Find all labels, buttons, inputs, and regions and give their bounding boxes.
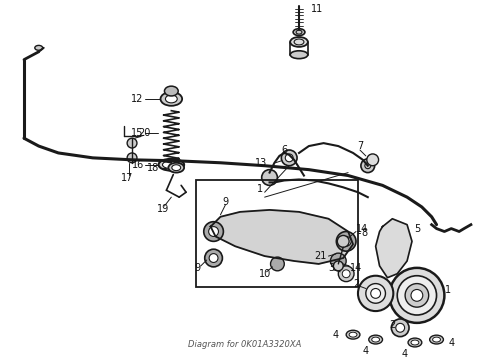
Text: 1: 1 xyxy=(445,285,451,296)
Text: 5: 5 xyxy=(414,224,420,234)
Ellipse shape xyxy=(290,37,308,47)
Circle shape xyxy=(270,257,284,271)
Text: 4: 4 xyxy=(402,349,408,359)
Circle shape xyxy=(361,159,375,172)
Circle shape xyxy=(127,153,137,163)
Circle shape xyxy=(341,237,351,246)
Circle shape xyxy=(205,249,222,267)
Text: 20: 20 xyxy=(139,128,151,138)
Text: 8: 8 xyxy=(361,229,367,238)
Circle shape xyxy=(367,154,379,166)
Circle shape xyxy=(285,154,293,162)
Text: 13: 13 xyxy=(255,158,268,168)
Circle shape xyxy=(411,289,423,301)
Text: 16: 16 xyxy=(132,160,144,170)
Ellipse shape xyxy=(408,338,422,347)
Text: 4: 4 xyxy=(448,338,454,347)
Text: 7: 7 xyxy=(357,141,363,151)
Circle shape xyxy=(262,170,277,185)
Bar xyxy=(196,180,358,287)
Ellipse shape xyxy=(169,163,184,172)
Ellipse shape xyxy=(411,340,419,345)
Ellipse shape xyxy=(372,337,380,342)
Ellipse shape xyxy=(172,165,181,171)
Text: 12: 12 xyxy=(131,94,144,104)
Polygon shape xyxy=(211,210,353,264)
Circle shape xyxy=(390,268,444,323)
Circle shape xyxy=(337,235,349,247)
Ellipse shape xyxy=(433,337,441,342)
Text: 3: 3 xyxy=(328,263,335,273)
Circle shape xyxy=(209,226,219,237)
Circle shape xyxy=(333,261,343,271)
Text: 21: 21 xyxy=(314,251,326,261)
Text: 17: 17 xyxy=(121,172,133,183)
Circle shape xyxy=(336,231,356,251)
Text: 15: 15 xyxy=(131,128,144,138)
Circle shape xyxy=(127,138,137,148)
Text: 4: 4 xyxy=(332,330,338,340)
Text: 10: 10 xyxy=(259,269,271,279)
Text: 2: 2 xyxy=(353,279,359,289)
Circle shape xyxy=(358,276,393,311)
Ellipse shape xyxy=(290,51,308,59)
Circle shape xyxy=(281,150,297,166)
Text: Diagram for 0K01A3320XA: Diagram for 0K01A3320XA xyxy=(188,341,302,350)
Ellipse shape xyxy=(349,332,357,337)
Circle shape xyxy=(397,276,437,315)
Ellipse shape xyxy=(346,330,360,339)
Text: 9: 9 xyxy=(222,197,228,207)
Ellipse shape xyxy=(159,159,184,171)
Text: 6: 6 xyxy=(281,145,287,155)
Circle shape xyxy=(209,254,218,262)
Ellipse shape xyxy=(430,335,443,344)
Ellipse shape xyxy=(165,86,178,96)
Ellipse shape xyxy=(161,92,182,106)
Circle shape xyxy=(366,284,386,303)
Text: 1: 1 xyxy=(257,184,263,194)
Text: 14: 14 xyxy=(356,224,368,234)
Ellipse shape xyxy=(35,45,43,50)
Circle shape xyxy=(338,266,354,282)
Ellipse shape xyxy=(163,161,180,168)
Circle shape xyxy=(330,253,346,269)
Circle shape xyxy=(396,323,405,332)
Polygon shape xyxy=(376,219,412,278)
Circle shape xyxy=(392,319,409,337)
Text: 9: 9 xyxy=(195,263,201,273)
Text: 19: 19 xyxy=(157,204,170,214)
Circle shape xyxy=(204,222,223,241)
Circle shape xyxy=(342,270,350,278)
Ellipse shape xyxy=(166,95,177,103)
Circle shape xyxy=(371,288,381,298)
Text: 2: 2 xyxy=(389,320,395,330)
Text: 4: 4 xyxy=(363,346,369,356)
Text: 18: 18 xyxy=(147,163,160,173)
Text: 14: 14 xyxy=(350,263,362,273)
Text: 11: 11 xyxy=(311,4,323,14)
Ellipse shape xyxy=(293,29,305,36)
Circle shape xyxy=(405,284,429,307)
Ellipse shape xyxy=(369,335,383,344)
